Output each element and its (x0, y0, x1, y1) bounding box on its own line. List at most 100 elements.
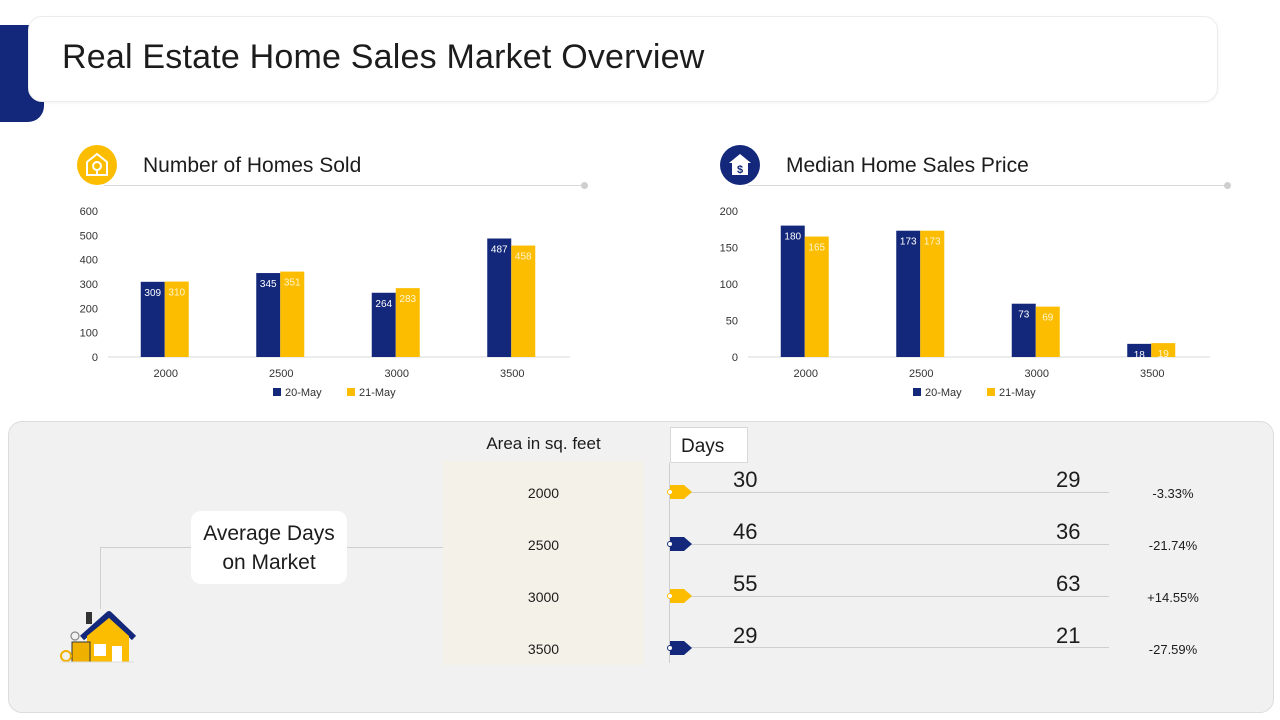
days-20may-3500: 29 (733, 623, 758, 648)
area-cell-2500: 2500 (527, 537, 560, 553)
avg-days-label-line2: on Market (222, 551, 316, 574)
avg-days-card: Average Days on Market (191, 511, 347, 584)
chart2-legend-swatch (913, 388, 921, 396)
house-dollar-icon: $ (720, 145, 760, 185)
days-20may-2000: 30 (733, 467, 758, 492)
days-header: Days (670, 427, 748, 463)
days-21may-3000: 63 (1056, 571, 1081, 596)
chart2-ytick: 50 (726, 316, 738, 328)
chart2-xtick: 2500 (909, 368, 933, 380)
chart2-ytick: 200 (720, 206, 738, 218)
chart2-ytick: 0 (732, 352, 738, 364)
area-column (443, 461, 644, 665)
chart2-label-20-May-2500: 173 (900, 237, 917, 248)
area-cell-3000: 3000 (527, 589, 560, 605)
chart2-ytick: 100 (720, 279, 738, 291)
row-line (688, 492, 1109, 493)
chart2-bar-20-May-2000 (780, 225, 805, 357)
chart1-bar-21-May-2000 (164, 281, 189, 357)
days-change-3500: -27.59% (1148, 642, 1198, 657)
chart1-label-20-May-2000: 309 (144, 288, 161, 299)
chart1-label-21-May-3000: 283 (399, 294, 416, 305)
chart1-bar-21-May-3000 (395, 288, 420, 357)
days-axis-line (669, 463, 670, 663)
chart1-title: Number of Homes Sold (143, 154, 362, 177)
days-21may-2000: 29 (1056, 467, 1081, 492)
chart1-label-20-May-2500: 345 (260, 279, 277, 290)
chart2-bar-20-May-3500 (1127, 343, 1152, 357)
chart2-ytick: 150 (720, 243, 738, 255)
chart2-legend-label: 20-May (925, 387, 962, 399)
chart2-bar-21-May-2000 (804, 236, 829, 357)
chart1-legend-label: 20-May (285, 387, 322, 399)
chart1-xtick: 3500 (500, 368, 524, 380)
chart1-divider (104, 185, 584, 186)
chart2-label-21-May-2500: 173 (924, 237, 941, 248)
chart2-divider (748, 185, 1228, 186)
chart2-label-20-May-2000: 180 (784, 232, 801, 243)
chart1-xtick: 2500 (269, 368, 293, 380)
title-card (28, 16, 1218, 102)
chart2-divider-dot (1224, 182, 1231, 189)
house-location-icon (77, 145, 117, 185)
days-21may-3500: 21 (1056, 623, 1081, 648)
chart2-label-21-May-3500: 19 (1158, 349, 1170, 360)
avg-days-label-line1: Average Days (203, 522, 335, 545)
chart2-label-21-May-2000: 165 (808, 243, 825, 254)
chart2-bar-21-May-3000 (1035, 306, 1060, 357)
days-20may-3000: 55 (733, 571, 758, 596)
chart2-legend-label: 21-May (999, 387, 1036, 399)
chart2-bar-21-May-2500 (920, 230, 945, 357)
chart1-legend-swatch (347, 388, 355, 396)
chart1-bar-20-May-3500 (487, 238, 512, 357)
chart1-label-20-May-3500: 487 (491, 244, 508, 255)
days-21may-2500: 36 (1056, 519, 1081, 544)
chart2-title: Median Home Sales Price (786, 154, 1029, 177)
chart2-label-20-May-3500: 18 (1134, 350, 1146, 361)
days-change-3000: +14.55% (1147, 590, 1199, 605)
chart2-bar-20-May-2500 (896, 230, 921, 357)
page-title: Real Estate Home Sales Market Overview (62, 38, 705, 76)
row-tag-gold-icon (666, 485, 692, 504)
house-illustration-icon (58, 608, 137, 671)
chart1-ytick: 500 (80, 230, 98, 242)
median-price-chart: 0 50 100 150 200 180 165 2000 173 173 2500 73 69 3000… (720, 206, 1210, 399)
homes-sold-chart: 0 100 200 300 400 500 600 309 310 2000 345 351 2500 2… (80, 206, 570, 399)
chart1-legend-swatch (273, 388, 281, 396)
area-cell-3500: 3500 (527, 641, 560, 657)
days-change-2000: -3.33% (1152, 486, 1194, 501)
chart2-bar-21-May-3500 (1151, 343, 1176, 357)
chart1-xtick: 2000 (154, 368, 178, 380)
chart1-label-21-May-2000: 310 (168, 288, 185, 299)
chart1-label-21-May-3500: 458 (515, 252, 532, 263)
row-line (688, 647, 1109, 648)
chart1-bar-21-May-2500 (280, 271, 305, 357)
chart2-bar-20-May-3000 (1011, 303, 1036, 357)
row-tag-gold-icon (666, 589, 692, 608)
chart1-bar-21-May-3500 (511, 245, 536, 357)
chart2-xtick: 2000 (794, 368, 818, 380)
chart1-bar-20-May-2000 (140, 281, 165, 357)
svg-text:$: $ (737, 164, 743, 176)
chart1-ytick: 400 (80, 255, 98, 267)
row-line (688, 544, 1109, 545)
chart1-legend-label: 21-May (359, 387, 396, 399)
days-20may-2500: 46 (733, 519, 758, 544)
chart1-ytick: 300 (80, 279, 98, 291)
chart1-bar-20-May-2500 (256, 273, 281, 357)
area-cell-2000: 2000 (527, 485, 560, 501)
chart1-bar-20-May-3000 (371, 292, 396, 357)
chart1-xtick: 3000 (385, 368, 409, 380)
chart1-ytick: 200 (80, 303, 98, 315)
days-change-2500: -21.74% (1148, 538, 1198, 553)
row-line (688, 596, 1109, 597)
chart2-label-20-May-3000: 73 (1018, 310, 1030, 321)
row-tag-navy-icon (666, 537, 692, 556)
area-header: Area in sq. feet (486, 434, 601, 453)
chart1-ytick: 100 (80, 328, 98, 340)
chart2-xtick: 3000 (1025, 368, 1049, 380)
chart1-ytick: 600 (80, 206, 98, 218)
chart2-legend-swatch (987, 388, 995, 396)
chart2-xtick: 3500 (1140, 368, 1164, 380)
row-tag-navy-icon (666, 641, 692, 660)
